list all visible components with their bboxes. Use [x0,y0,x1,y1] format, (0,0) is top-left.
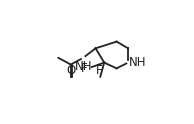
Text: NH: NH [129,56,147,69]
Text: O: O [66,64,75,77]
Text: NH: NH [74,60,92,73]
Text: F: F [96,64,103,77]
Text: F: F [80,62,87,75]
